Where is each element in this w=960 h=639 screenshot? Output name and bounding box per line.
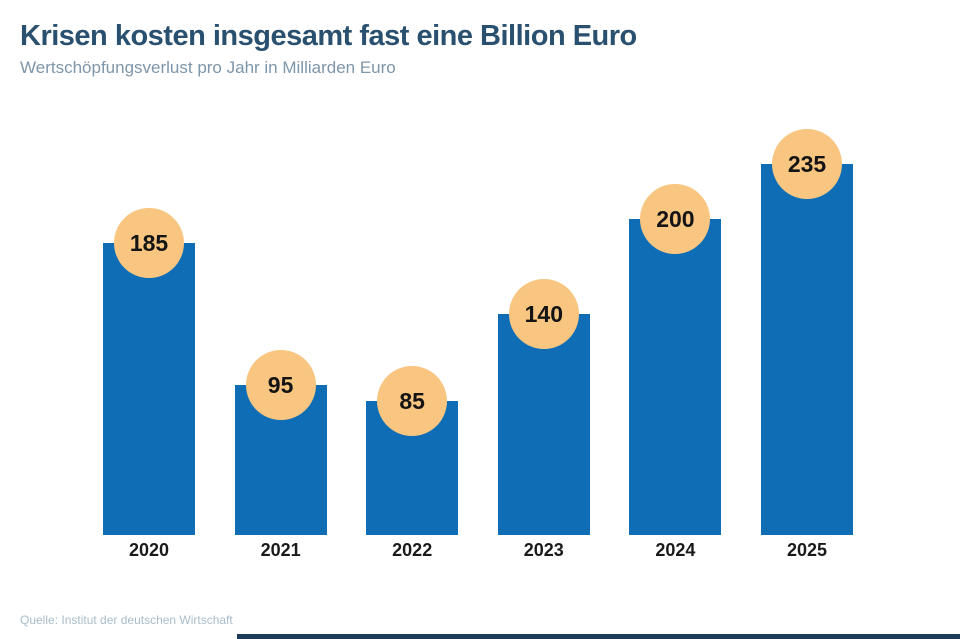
x-axis-label-2023: 2023 (523, 540, 564, 560)
value-badge-2020: 185 (114, 208, 184, 278)
x-axis-label-2022: 2022 (392, 540, 433, 560)
x-axis-label-2025: 2025 (786, 540, 828, 560)
bar-2025 (761, 164, 853, 535)
bar-2024 (629, 219, 722, 535)
x-axis-label-2020: 2020 (128, 540, 170, 560)
chart-title: Krisen kosten insgesamt fast eine Billio… (20, 20, 637, 52)
x-axis-label-2024: 2024 (655, 540, 696, 560)
source-note: Quelle: Institut der deutschen Wirtschaf… (20, 613, 233, 627)
value-badge-2021: 95 (245, 350, 316, 420)
x-axis-label-2021: 2021 (260, 540, 301, 560)
value-badge-2022: 85 (377, 366, 448, 436)
bar-2023 (497, 314, 590, 535)
value-badge-2025: 235 (772, 129, 842, 199)
bottom-accent-bar (237, 634, 960, 639)
chart-subtitle: Wertschöpfungsverlust pro Jahr in Millia… (20, 58, 396, 77)
bar-2020 (103, 243, 195, 535)
value-badge-2023: 140 (508, 279, 579, 349)
value-badge-2024: 200 (640, 184, 711, 254)
